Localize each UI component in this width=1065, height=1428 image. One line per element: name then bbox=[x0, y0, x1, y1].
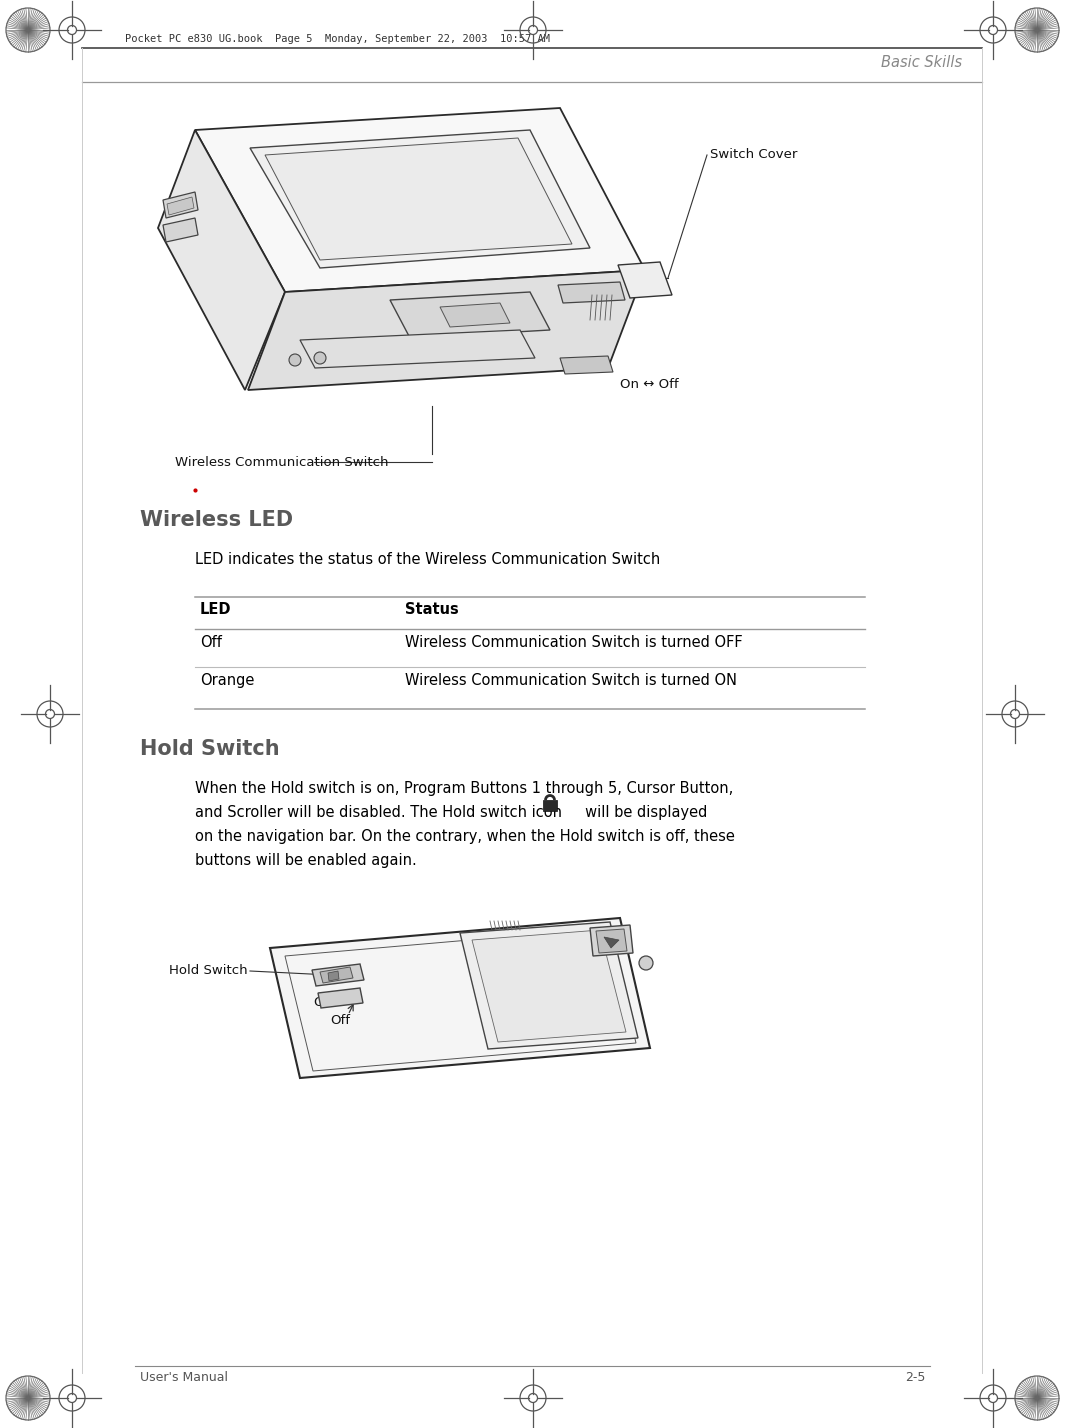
Polygon shape bbox=[604, 937, 619, 948]
Polygon shape bbox=[618, 261, 672, 298]
Polygon shape bbox=[271, 918, 650, 1078]
Polygon shape bbox=[163, 191, 198, 218]
Polygon shape bbox=[163, 218, 198, 241]
Text: buttons will be enabled again.: buttons will be enabled again. bbox=[195, 853, 416, 868]
Text: Pocket PC e830 UG.book  Page 5  Monday, September 22, 2003  10:57 AM: Pocket PC e830 UG.book Page 5 Monday, Se… bbox=[125, 34, 550, 44]
Text: Wireless Communication Switch is turned ON: Wireless Communication Switch is turned … bbox=[405, 673, 737, 688]
Circle shape bbox=[289, 354, 301, 366]
Text: LED indicates the status of the Wireless Communication Switch: LED indicates the status of the Wireless… bbox=[195, 553, 660, 567]
Polygon shape bbox=[320, 967, 353, 982]
Text: LED: LED bbox=[200, 603, 231, 617]
Text: When the Hold switch is on, Program Buttons 1 through 5, Cursor Button,: When the Hold switch is on, Program Butt… bbox=[195, 781, 733, 795]
Polygon shape bbox=[318, 988, 363, 1008]
Text: Wireless Communication Switch is turned OFF: Wireless Communication Switch is turned … bbox=[405, 635, 742, 650]
Polygon shape bbox=[558, 281, 625, 303]
Text: Wireless LED: Wireless LED bbox=[140, 510, 293, 530]
Polygon shape bbox=[300, 330, 535, 368]
Polygon shape bbox=[248, 270, 645, 390]
Text: and Scroller will be disabled. The Hold switch icon     will be displayed: and Scroller will be disabled. The Hold … bbox=[195, 805, 707, 820]
Text: User's Manual: User's Manual bbox=[140, 1371, 228, 1384]
Polygon shape bbox=[460, 922, 638, 1050]
Circle shape bbox=[639, 955, 653, 970]
Polygon shape bbox=[440, 303, 510, 327]
Text: Wireless Communication Switch: Wireless Communication Switch bbox=[175, 456, 389, 468]
Polygon shape bbox=[328, 971, 339, 981]
Polygon shape bbox=[472, 930, 626, 1042]
Polygon shape bbox=[590, 925, 633, 955]
Circle shape bbox=[314, 351, 326, 364]
Polygon shape bbox=[167, 197, 194, 216]
Text: Switch Cover: Switch Cover bbox=[710, 149, 798, 161]
Polygon shape bbox=[195, 109, 645, 291]
Polygon shape bbox=[390, 291, 550, 338]
Text: Off: Off bbox=[330, 1014, 350, 1027]
Text: Status: Status bbox=[405, 603, 459, 617]
Text: Hold Switch: Hold Switch bbox=[169, 964, 248, 978]
Text: Off: Off bbox=[200, 635, 222, 650]
Polygon shape bbox=[312, 964, 364, 985]
Text: On: On bbox=[313, 997, 332, 1010]
Polygon shape bbox=[158, 130, 285, 390]
Polygon shape bbox=[265, 139, 572, 260]
Text: Hold Switch: Hold Switch bbox=[140, 740, 280, 760]
Polygon shape bbox=[596, 930, 627, 952]
Text: On ↔ Off: On ↔ Off bbox=[620, 378, 678, 391]
Text: 2-5: 2-5 bbox=[904, 1371, 925, 1384]
Text: Basic Skills: Basic Skills bbox=[881, 56, 962, 70]
Text: Orange: Orange bbox=[200, 673, 255, 688]
Text: on the navigation bar. On the contrary, when the Hold switch is off, these: on the navigation bar. On the contrary, … bbox=[195, 830, 735, 844]
Polygon shape bbox=[560, 356, 613, 374]
Polygon shape bbox=[250, 130, 590, 268]
Bar bbox=[543, 800, 557, 811]
